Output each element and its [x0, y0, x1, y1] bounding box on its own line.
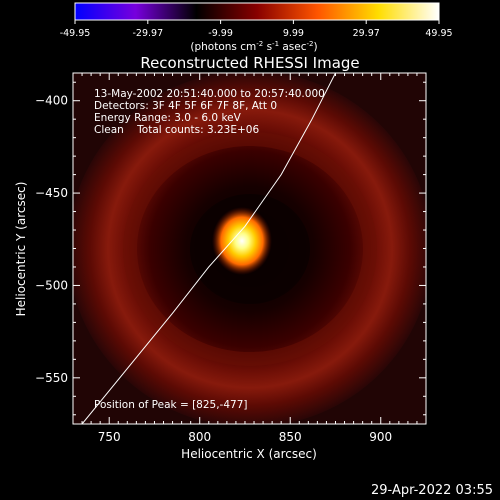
- colorbar-tick-label: 29.97: [353, 28, 380, 39]
- x-tick-label: 900: [369, 430, 392, 444]
- info-line-detectors: Detectors: 3F 4F 5F 6F 7F 8F, Att 0: [94, 100, 277, 112]
- footer-timestamp: 29-Apr-2022 03:55: [371, 483, 493, 498]
- y-tick-label: −450: [35, 186, 68, 200]
- info-line-counts: Clean Total counts: 3.23E+06: [94, 124, 259, 136]
- x-tick-label: 850: [279, 430, 302, 444]
- y-axis-label: Heliocentric Y (arcsec): [14, 182, 28, 317]
- peak-position-label: Position of Peak = [825,-477]: [94, 399, 248, 411]
- colorbar-tick-label: -9.99: [208, 28, 233, 39]
- info-block: 13-May-2002 20:51:40.000 to 20:57:40.000…: [94, 88, 325, 136]
- image-area: [73, 73, 426, 424]
- x-axis: 750 800 850 900: [81, 73, 427, 444]
- colorbar-tick-label: -29.97: [132, 28, 163, 39]
- solar-limb-curve: [81, 73, 336, 424]
- colorbar-tick-label: -49.95: [60, 28, 91, 39]
- colorbar-tick-label: 9.99: [283, 28, 304, 39]
- y-tick-label: −400: [35, 94, 68, 108]
- colorbar-unit-label: (photons cm-2 s-1 asec-2): [190, 40, 317, 53]
- y-tick-label: −500: [35, 278, 68, 292]
- info-line-date: 13-May-2002 20:51:40.000 to 20:57:40.000: [94, 88, 325, 100]
- colorbar-strip: [74, 2, 440, 21]
- x-tick-label: 750: [98, 430, 121, 444]
- colorbar-ticks: -49.95 -29.97 -9.99 9.99 29.97 49.95: [60, 20, 453, 39]
- x-axis-label: Heliocentric X (arcsec): [181, 447, 317, 461]
- colorbar-tick-label: 49.95: [425, 28, 452, 39]
- plot-title: Reconstructed RHESSI Image: [140, 54, 359, 72]
- colorbar: -49.95 -29.97 -9.99 9.99 29.97 49.95 (photons…: [60, 2, 453, 53]
- inner-ring: [123, 132, 377, 366]
- x-tick-label: 800: [188, 430, 211, 444]
- y-axis: −400 −450 −500 −550: [35, 81, 426, 416]
- y-tick-label: −550: [35, 371, 68, 385]
- info-line-energy: Energy Range: 3.0 - 6.0 keV: [94, 112, 242, 124]
- flare-peak-source: [211, 206, 272, 275]
